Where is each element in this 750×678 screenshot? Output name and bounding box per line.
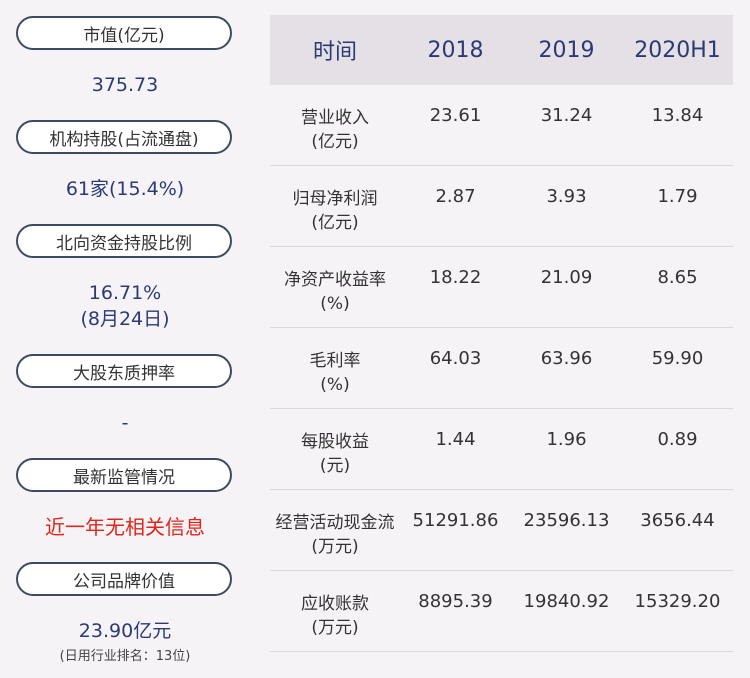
- row-label: 经营活动现金流 (万元): [275, 513, 395, 557]
- table-cell: 8895.39: [418, 591, 493, 612]
- header-time: 时间: [312, 40, 357, 65]
- table-cell: 1.96: [546, 429, 587, 450]
- market-cap-label: 市值(亿元): [16, 16, 232, 50]
- row-label: 净资产收益率 (%): [284, 270, 386, 314]
- institution-holding-label: 机构持股(占流通盘): [16, 120, 232, 154]
- table-cell: 19840.92: [523, 591, 610, 612]
- table-cell: 2.87: [435, 186, 476, 207]
- brand-value-label: 公司品牌价值: [16, 562, 232, 596]
- row-label: 毛利率 (%): [309, 351, 361, 395]
- table-cell: 23596.13: [523, 510, 610, 531]
- regulation-value: 近一年无相关信息: [45, 515, 205, 539]
- row-label: 每股收益 (元): [301, 432, 369, 476]
- table-cell: 64.03: [429, 348, 482, 369]
- left-panel: 市值(亿元) 375.73 机构持股(占流通盘) 61家(15.4%) 北向资金…: [0, 0, 250, 678]
- table-row: 经营活动现金流 (万元) 51291.86 23596.13 3656.44: [270, 490, 733, 571]
- market-cap-value: 375.73: [91, 74, 159, 96]
- table-row: 营业收入 (亿元) 23.61 31.24 13.84: [270, 85, 733, 166]
- row-label: 应收账款 (万元): [301, 594, 369, 638]
- institution-holding-value: 61家(15.4%): [65, 178, 185, 200]
- table-row: 毛利率 (%) 64.03 63.96 59.90: [270, 328, 733, 409]
- header-2019: 2019: [538, 37, 595, 63]
- table-cell: 13.84: [651, 105, 704, 126]
- table-header: 时间 2018 2019 2020H1: [270, 15, 733, 85]
- table-cell: 51291.86: [412, 510, 499, 531]
- brand-rank-note: (日用行业排名：13位): [59, 649, 191, 664]
- header-2018: 2018: [427, 37, 484, 63]
- brand-value-value: 23.90亿元: [78, 620, 172, 642]
- table-cell: 31.24: [540, 105, 593, 126]
- table-cell: 15329.20: [634, 591, 721, 612]
- table-cell: 8.65: [657, 267, 698, 288]
- regulation-label: 最新监管情况: [16, 458, 232, 492]
- table-cell: 1.44: [435, 429, 476, 450]
- row-label: 营业收入 (亿元): [301, 108, 369, 152]
- table-cell: 3656.44: [640, 510, 715, 531]
- row-label: 归母净利润 (亿元): [292, 189, 378, 233]
- northbound-ratio-date: (8月24日): [80, 308, 170, 330]
- table-cell: 18.22: [429, 267, 482, 288]
- table-cell: 59.90: [651, 348, 704, 369]
- northbound-ratio-label: 北向资金持股比例: [16, 224, 232, 258]
- table-cell: 3.93: [546, 186, 587, 207]
- table-cell: 1.79: [657, 186, 698, 207]
- table-cell: 0.89: [657, 429, 698, 450]
- pledge-ratio-value: -: [121, 412, 129, 434]
- pledge-ratio-label: 大股东质押率: [16, 354, 232, 388]
- northbound-ratio-value: 16.71%: [88, 282, 162, 304]
- table-cell: 21.09: [540, 267, 593, 288]
- header-2020h1: 2020H1: [634, 37, 721, 63]
- table-row: 归母净利润 (亿元) 2.87 3.93 1.79: [270, 166, 733, 247]
- table-cell: 63.96: [540, 348, 593, 369]
- financial-table: 时间 2018 2019 2020H1 营业收入 (亿元) 23.61 31.24…: [270, 15, 733, 652]
- table-row: 应收账款 (万元) 8895.39 19840.92 15329.20: [270, 571, 733, 652]
- table-row: 每股收益 (元) 1.44 1.96 0.89: [270, 409, 733, 490]
- table-row: 净资产收益率 (%) 18.22 21.09 8.65: [270, 247, 733, 328]
- table-cell: 23.61: [429, 105, 482, 126]
